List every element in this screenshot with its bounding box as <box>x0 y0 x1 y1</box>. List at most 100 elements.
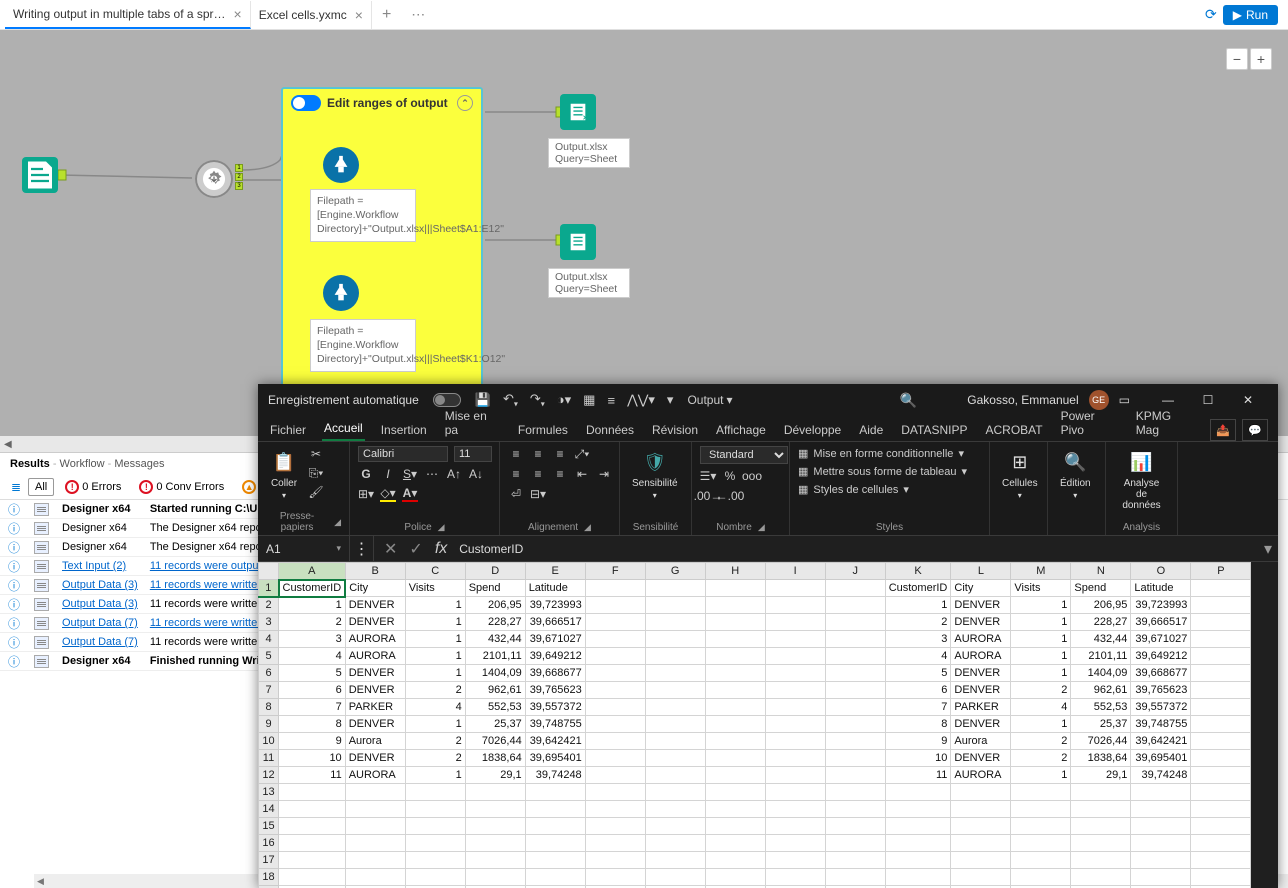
cell[interactable]: 2 <box>405 682 465 699</box>
cell[interactable] <box>825 784 885 801</box>
cell[interactable]: 962,61 <box>1071 682 1131 699</box>
cell[interactable] <box>405 818 465 835</box>
cell[interactable]: 4 <box>405 699 465 716</box>
cell[interactable]: 1 <box>405 631 465 648</box>
align-bottom-button[interactable]: ≡ <box>552 446 568 462</box>
cell[interactable]: 1 <box>1011 716 1071 733</box>
cell[interactable]: 1838,64 <box>465 750 525 767</box>
row-header[interactable]: 14 <box>259 801 279 818</box>
cell[interactable] <box>645 869 705 886</box>
qa-icon-1[interactable]: ◑▾ <box>557 392 571 408</box>
cell[interactable] <box>1191 750 1251 767</box>
cell[interactable] <box>279 852 346 869</box>
column-header[interactable]: H <box>705 563 765 580</box>
cell[interactable]: 8 <box>885 716 951 733</box>
cell[interactable]: 9 <box>279 733 346 750</box>
cell[interactable] <box>465 835 525 852</box>
cell[interactable] <box>765 648 825 665</box>
cut-icon[interactable]: ✂ <box>308 446 324 462</box>
cancel-icon[interactable]: ✕ <box>384 539 397 559</box>
cell[interactable]: 25,37 <box>465 716 525 733</box>
cell[interactable] <box>345 818 405 835</box>
cell[interactable]: 7026,44 <box>465 733 525 750</box>
cell[interactable] <box>279 835 346 852</box>
cell[interactable]: 1 <box>1011 597 1071 614</box>
cell[interactable]: 2 <box>1011 750 1071 767</box>
enter-icon[interactable]: ✓ <box>409 539 422 559</box>
cell[interactable] <box>765 733 825 750</box>
cell[interactable] <box>825 750 885 767</box>
cell[interactable] <box>585 852 645 869</box>
cell[interactable] <box>1011 818 1071 835</box>
cell[interactable]: 1 <box>279 597 346 614</box>
column-header[interactable]: J <box>825 563 885 580</box>
row-header[interactable]: 12 <box>259 767 279 784</box>
output-tool-2[interactable] <box>560 224 596 260</box>
macro-output-3[interactable]: 3 <box>235 182 243 190</box>
cell[interactable] <box>279 784 346 801</box>
tab-formules[interactable]: Formules <box>516 419 570 441</box>
row-header[interactable]: 13 <box>259 784 279 801</box>
column-header[interactable]: O <box>1131 563 1191 580</box>
column-header[interactable]: E <box>525 563 585 580</box>
column-header[interactable]: I <box>765 563 825 580</box>
collapse-icon[interactable]: ⌃ <box>457 95 473 111</box>
tab-kpmg[interactable]: KPMG Mag <box>1134 405 1196 441</box>
cell[interactable] <box>585 818 645 835</box>
cell[interactable]: 2 <box>405 733 465 750</box>
font-color-button[interactable]: A▾ <box>402 486 418 502</box>
cell[interactable]: DENVER <box>345 597 405 614</box>
cell[interactable] <box>765 835 825 852</box>
cell[interactable] <box>765 665 825 682</box>
cell[interactable] <box>1191 818 1251 835</box>
cell[interactable]: 3 <box>885 631 951 648</box>
cell[interactable]: PARKER <box>951 699 1011 716</box>
cell[interactable]: Visits <box>405 580 465 597</box>
cell[interactable] <box>1191 767 1251 784</box>
cell[interactable]: AURORA <box>345 767 405 784</box>
cell[interactable] <box>1131 801 1191 818</box>
cell[interactable]: DENVER <box>345 716 405 733</box>
cell[interactable]: 29,1 <box>465 767 525 784</box>
sensitivity-button[interactable]: 🛡 Sensibilité ▾ <box>628 446 682 502</box>
cell-styles-button[interactable]: ▦ Styles de cellules▾ <box>798 482 909 497</box>
cell[interactable] <box>1071 852 1131 869</box>
cell[interactable] <box>825 835 885 852</box>
row-header[interactable]: 2 <box>259 597 279 614</box>
cell[interactable]: 39,671027 <box>1131 631 1191 648</box>
cell[interactable] <box>585 614 645 631</box>
cell[interactable] <box>705 665 765 682</box>
log-row[interactable]: ⓘOutput Data (7)11 records were written <box>0 633 272 652</box>
cell[interactable]: 39,748755 <box>525 716 585 733</box>
merge-button[interactable]: ⊟▾ <box>530 486 546 502</box>
conditional-format-button[interactable]: ▦ Mise en forme conditionnelle▾ <box>798 446 964 461</box>
cell[interactable]: 2 <box>885 614 951 631</box>
cell[interactable]: DENVER <box>345 682 405 699</box>
cell[interactable] <box>765 580 825 597</box>
cell[interactable] <box>525 801 585 818</box>
cell[interactable] <box>705 699 765 716</box>
cell[interactable] <box>705 750 765 767</box>
output-tool-1[interactable] <box>560 94 596 130</box>
fx-icon[interactable]: fx <box>435 540 447 558</box>
cell[interactable]: 39,666517 <box>1131 614 1191 631</box>
cell[interactable] <box>705 580 765 597</box>
cell[interactable]: 39,695401 <box>525 750 585 767</box>
cell[interactable] <box>345 801 405 818</box>
cell[interactable]: DENVER <box>345 750 405 767</box>
zoom-in-button[interactable]: + <box>1250 48 1272 70</box>
comma-button[interactable]: ooo <box>744 468 760 484</box>
select-all-corner[interactable] <box>259 563 279 580</box>
cell[interactable]: City <box>951 580 1011 597</box>
cell[interactable]: DENVER <box>951 750 1011 767</box>
cell[interactable] <box>585 580 645 597</box>
cell[interactable]: 228,27 <box>465 614 525 631</box>
cell[interactable]: Spend <box>1071 580 1131 597</box>
cell[interactable] <box>951 784 1011 801</box>
cell[interactable] <box>1011 784 1071 801</box>
dec-decimal-button[interactable]: ←.00 <box>722 488 738 504</box>
cell[interactable] <box>1131 784 1191 801</box>
cell[interactable] <box>885 852 951 869</box>
cell[interactable]: 552,53 <box>1071 699 1131 716</box>
cell[interactable]: 2 <box>279 614 346 631</box>
